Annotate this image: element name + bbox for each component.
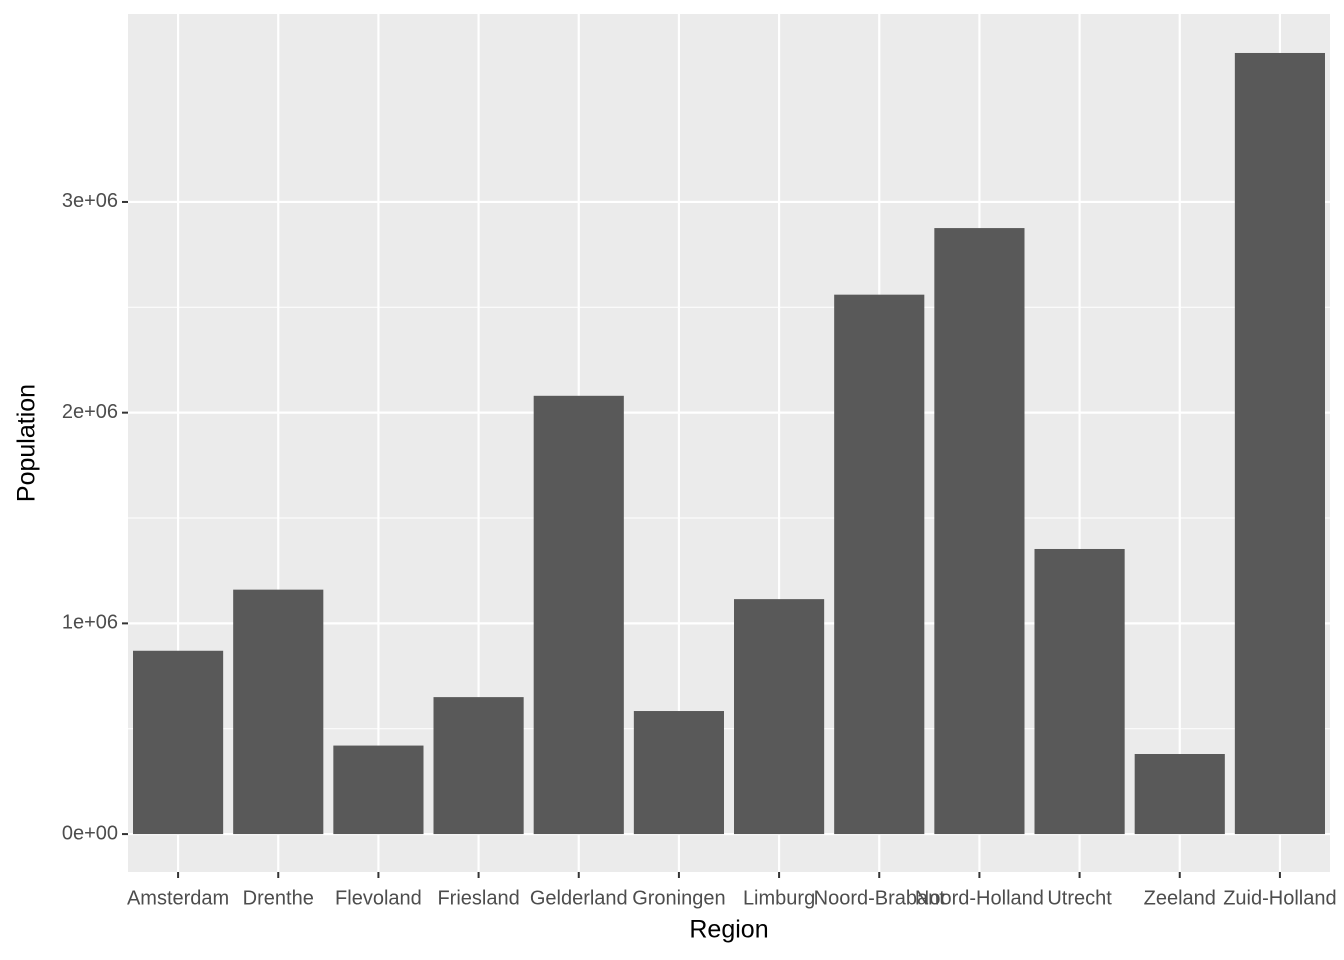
y-tick-label: 1e+06 [62, 612, 118, 634]
x-tick-label: Noord-Brabant [814, 887, 946, 909]
x-tick-label: Drenthe [243, 887, 314, 909]
y-axis-title: Population [13, 384, 41, 502]
y-tick-label: 0e+00 [62, 822, 118, 844]
bar [1234, 52, 1325, 835]
bar [433, 697, 524, 835]
bar [133, 650, 224, 835]
bar [233, 589, 324, 835]
x-tick-label: Zuid-Holland [1223, 887, 1336, 909]
bar [1134, 754, 1225, 835]
x-axis-title: Region [689, 916, 768, 944]
x-tick-label: Groningen [632, 887, 725, 909]
bar [734, 599, 825, 835]
x-tick-label: Noord-Holland [915, 887, 1044, 909]
bar [333, 745, 424, 835]
y-tick-label: 3e+06 [62, 190, 118, 212]
x-tick-label: Zeeland [1144, 887, 1216, 909]
bar [633, 711, 724, 835]
x-tick-label: Friesland [437, 887, 519, 909]
bar [834, 294, 925, 835]
x-tick-label: Utrecht [1047, 887, 1112, 909]
bars [133, 52, 1325, 835]
x-tick-label: Flevoland [335, 887, 422, 909]
x-tick-label: Gelderland [530, 887, 628, 909]
x-tick-label: Limburg [743, 887, 815, 909]
x-tick-label: Amsterdam [127, 887, 229, 909]
bar [533, 395, 624, 835]
bar [934, 228, 1025, 835]
y-tick-label: 2e+06 [62, 401, 118, 423]
bar [1034, 548, 1125, 835]
